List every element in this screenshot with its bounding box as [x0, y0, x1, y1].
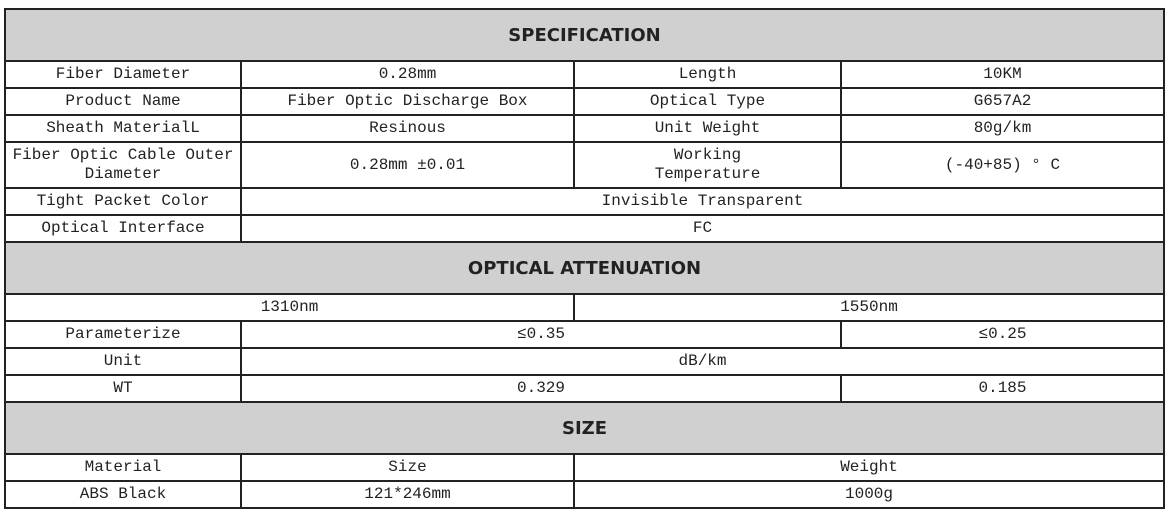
label-cell: Fiber Diameter [4, 60, 242, 89]
value-cell: FC [240, 214, 1165, 243]
value-cell: 0.28mm [240, 60, 575, 89]
label-cell: Product Name [4, 87, 242, 116]
value-cell: ≤0.35 [240, 320, 842, 349]
table-row: Sheath MaterialL Resinous Unit Weight 80… [4, 114, 1165, 143]
value-cell: 0.329 [240, 374, 842, 403]
value-cell: 0.28mm ±0.01 [240, 141, 575, 189]
label-cell: Optical Type [573, 87, 842, 116]
value-cell: Resinous [240, 114, 575, 143]
wavelength-1310: 1310nm [4, 293, 575, 322]
table-row: Optical Interface FC [4, 214, 1165, 243]
table-row: 1310nm 1550nm [4, 293, 1165, 322]
table-row: Fiber Optic Cable Outer Diameter 0.28mm … [4, 141, 1165, 189]
value-cell: (-40+85) ° C [840, 141, 1165, 189]
label-cell: Unit [4, 347, 242, 376]
value-cell: ABS Black [4, 480, 242, 509]
value-cell: Invisible Transparent [240, 187, 1165, 216]
section-header-optical-attenuation: OPTICAL ATTENUATION [4, 241, 1165, 295]
label-cell: Working Temperature [573, 141, 842, 189]
table-row: Tight Packet Color Invisible Transparent [4, 187, 1165, 216]
value-cell: dB/km [240, 347, 1165, 376]
table-row: Product Name Fiber Optic Discharge Box O… [4, 87, 1165, 116]
value-cell: 121*246mm [240, 480, 575, 509]
label-cell: Length [573, 60, 842, 89]
table-row: Fiber Diameter 0.28mm Length 10KM [4, 60, 1165, 89]
header-cell: Weight [573, 453, 1165, 482]
label-cell: Tight Packet Color [4, 187, 242, 216]
value-cell: 80g/km [840, 114, 1165, 143]
wavelength-1550: 1550nm [573, 293, 1165, 322]
header-cell: Material [4, 453, 242, 482]
header-cell: Size [240, 453, 575, 482]
label-cell: WT [4, 374, 242, 403]
value-cell: Fiber Optic Discharge Box [240, 87, 575, 116]
label-cell: Optical Interface [4, 214, 242, 243]
section-header-specification: SPECIFICATION [4, 8, 1165, 62]
value-cell: 1000g [573, 480, 1165, 509]
label-cell: Unit Weight [573, 114, 842, 143]
table-row: Unit dB/km [4, 347, 1165, 376]
table-row: Parameterize ≤0.35 ≤0.25 [4, 320, 1165, 349]
label-cell: Sheath MaterialL [4, 114, 242, 143]
value-cell: ≤0.25 [840, 320, 1165, 349]
table-row: WT 0.329 0.185 [4, 374, 1165, 403]
value-cell: 10KM [840, 60, 1165, 89]
label-cell: Parameterize [4, 320, 242, 349]
specification-table: SPECIFICATION Fiber Diameter 0.28mm Leng… [4, 8, 1165, 509]
value-cell: 0.185 [840, 374, 1165, 403]
table-row: ABS Black 121*246mm 1000g [4, 480, 1165, 509]
label-cell: Fiber Optic Cable Outer Diameter [4, 141, 242, 189]
value-cell: G657A2 [840, 87, 1165, 116]
table-row: Material Size Weight [4, 453, 1165, 482]
section-header-size: SIZE [4, 401, 1165, 455]
